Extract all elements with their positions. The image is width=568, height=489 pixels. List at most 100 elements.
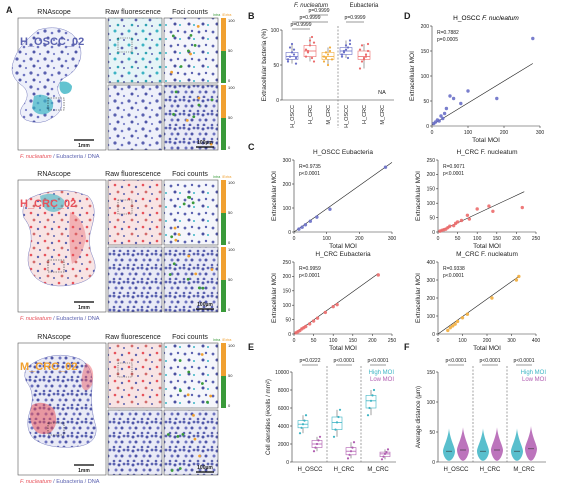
violin — [511, 428, 523, 461]
pvalue-label: p=0.0222 — [300, 358, 321, 364]
sample-id: H_CRC_02 — [20, 198, 76, 210]
chart-title: H_CRC F. nucleatum — [456, 149, 517, 156]
data-point — [315, 215, 319, 219]
y-tick-label: 150 — [283, 289, 292, 295]
y-tick-label: 4000 — [278, 424, 289, 430]
category-label: H_OSCC — [290, 105, 296, 128]
data-point — [312, 60, 316, 63]
eubacteria-signal — [59, 81, 72, 94]
y-tick-label: 100 — [427, 400, 436, 406]
data-point — [465, 213, 470, 217]
foci-counts-tile — [163, 84, 219, 151]
category-label: H_CRC — [480, 467, 501, 473]
y-axis-label: Extracellular MOI — [415, 273, 422, 323]
data-point — [298, 432, 302, 435]
legend-intra: Intra — [213, 338, 220, 342]
caption-rest: / Eubacteria / DNA — [52, 479, 100, 485]
stat-p: p<0.0001 — [299, 171, 320, 177]
data-point — [465, 312, 470, 316]
chart-title: H_OSCC Eubacteria — [313, 149, 373, 156]
foci-dot — [174, 238, 178, 242]
y-axis-label: Extracellular bacteria (%) — [261, 29, 268, 102]
data-point — [460, 316, 465, 320]
y-tick-label: 200 — [283, 274, 292, 280]
fn-signal — [30, 402, 57, 434]
data-point — [308, 44, 312, 47]
foci-dot — [174, 90, 178, 94]
data-point — [322, 55, 326, 58]
x-axis-label: Total MOI — [473, 243, 501, 250]
data-point — [448, 326, 452, 330]
data-point — [451, 324, 455, 328]
foci-dot — [189, 52, 192, 56]
data-point — [437, 119, 441, 123]
y-tick-label: 100 — [283, 206, 292, 212]
raw-fluorescence-tile — [107, 84, 163, 151]
raw-fluorescence-tile — [107, 179, 163, 246]
foci-counts-tile — [163, 179, 219, 246]
y-tick-label: 50 — [285, 317, 291, 323]
y-tick-label: 100 — [427, 201, 436, 207]
y-axis-label: Cell densities (#cells / mm²) — [265, 379, 272, 455]
group-title: Eubacteria — [350, 3, 379, 9]
x-tick-label: 50 — [311, 338, 317, 344]
fn-signal — [69, 212, 86, 264]
category-label: H_CRC — [334, 467, 355, 473]
scale-bar-label: 1mm — [78, 468, 90, 474]
data-point — [368, 406, 371, 410]
pvalue-label: p<0.0001 — [446, 358, 467, 364]
column-header-raw-fluorescence: Raw fluorescence — [105, 9, 161, 16]
y-tick-label: 150 — [421, 49, 430, 55]
data-point — [466, 89, 470, 93]
scale-intra — [221, 51, 226, 83]
panel-letter-e: E — [248, 342, 254, 352]
scale-extra — [221, 180, 226, 213]
scale-tick-label: 0 — [228, 145, 231, 150]
violin-panel-f: 0 50 100 150 Average distance (µm) H_OSCC p<0.… — [415, 358, 546, 473]
data-point — [531, 36, 535, 41]
data-point — [487, 204, 491, 208]
panel-letter-b: B — [248, 11, 255, 21]
data-point — [467, 217, 472, 221]
data-point — [331, 304, 335, 309]
sample-id: H_OSCC_02 — [20, 36, 84, 48]
data-point — [514, 278, 519, 282]
category-label: M_CRC — [326, 105, 332, 125]
chart-title: H_OSCC F. nucleatum — [453, 15, 519, 22]
y-axis-label: Extracellular MOI — [409, 51, 416, 101]
data-point — [318, 435, 322, 438]
foci-dot — [197, 103, 201, 107]
data-point — [459, 218, 464, 223]
foci-dot — [188, 196, 192, 199]
column-header-foci-counts: Foci counts — [172, 171, 208, 178]
scale-tick-label: 50 — [228, 115, 233, 120]
foci-dot — [170, 469, 174, 472]
pvalue-label: p=0.9999 — [345, 15, 366, 21]
scale-tick-label: 0 — [228, 78, 231, 83]
na-label: NA — [378, 90, 386, 96]
y-tick-label: 200 — [283, 182, 292, 188]
foci-dot — [209, 394, 213, 398]
foci-dot — [181, 432, 185, 436]
sample-caption: F. nucleatum / Eubacteria / DNA — [20, 479, 100, 485]
stat-r: R=0.9338 — [443, 266, 465, 272]
data-point — [360, 44, 364, 47]
data-point — [383, 165, 388, 169]
data-point — [448, 94, 452, 98]
y-tick-label: 100 — [271, 28, 280, 34]
data-point — [315, 442, 319, 446]
data-point — [346, 46, 350, 49]
panel-letter-a: A — [6, 5, 13, 15]
chart-title: H_CRC Eubacteria — [315, 251, 371, 258]
data-point — [323, 310, 328, 315]
foci-dot — [172, 112, 175, 116]
foci-dot — [194, 272, 198, 276]
scatter-panel-c3: H_CRC Eubacteria 0 50 100 150 200 250 0 50 100 150… — [271, 251, 396, 352]
foci-dot — [189, 33, 193, 37]
fit-line — [431, 63, 533, 126]
panel-letter-d: D — [404, 11, 411, 21]
foci-counts-tile — [163, 246, 219, 313]
violin — [457, 427, 469, 461]
